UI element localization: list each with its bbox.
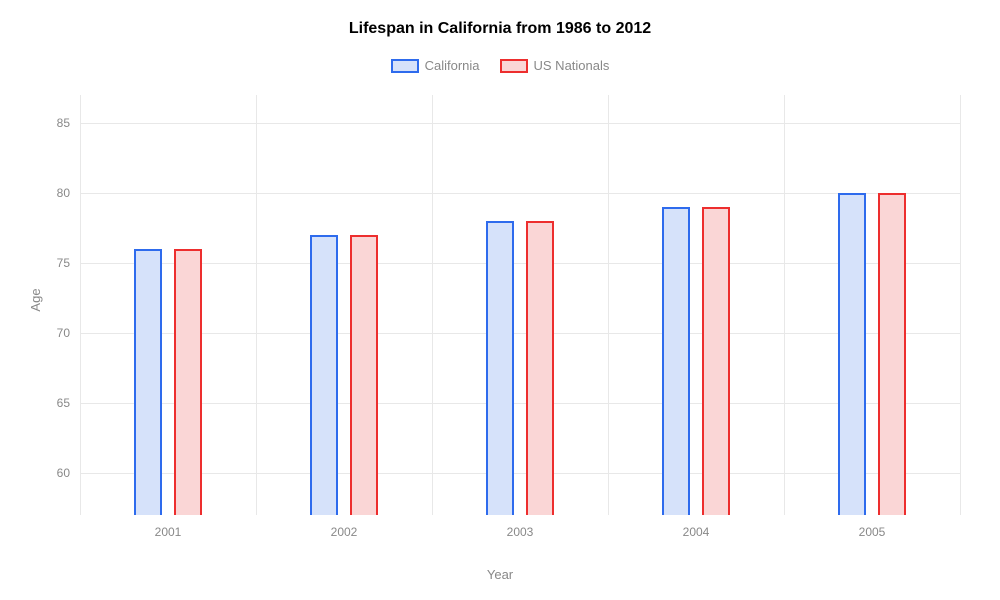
- legend-item-us-nationals: US Nationals: [500, 58, 610, 73]
- bar-california: [134, 249, 162, 515]
- x-tick-label: 2004: [683, 515, 710, 539]
- gridline-horizontal: [80, 193, 960, 194]
- gridline-vertical: [960, 95, 961, 515]
- gridline-vertical: [784, 95, 785, 515]
- bar-us-nationals: [878, 193, 906, 515]
- gridline-horizontal: [80, 263, 960, 264]
- bar-california: [486, 221, 514, 515]
- legend-swatch-us-nationals: [500, 59, 528, 73]
- x-tick-label: 2001: [155, 515, 182, 539]
- y-tick-label: 70: [40, 326, 80, 340]
- y-axis-label: Age: [28, 288, 43, 311]
- x-axis-label: Year: [487, 567, 513, 582]
- gridline-vertical: [256, 95, 257, 515]
- bar-us-nationals: [174, 249, 202, 515]
- plot-area: 60657075808520012002200320042005: [80, 95, 960, 515]
- y-tick-label: 80: [40, 186, 80, 200]
- gridline-horizontal: [80, 403, 960, 404]
- y-tick-label: 65: [40, 396, 80, 410]
- gridline-vertical: [80, 95, 81, 515]
- legend-item-california: California: [391, 58, 480, 73]
- gridline-horizontal: [80, 473, 960, 474]
- gridline-vertical: [608, 95, 609, 515]
- chart-container: Lifespan in California from 1986 to 2012…: [0, 0, 1000, 600]
- x-tick-label: 2005: [859, 515, 886, 539]
- legend: California US Nationals: [0, 58, 1000, 73]
- bar-us-nationals: [350, 235, 378, 515]
- gridline-horizontal: [80, 333, 960, 334]
- legend-label-california: California: [425, 58, 480, 73]
- bar-us-nationals: [526, 221, 554, 515]
- gridline-vertical: [432, 95, 433, 515]
- gridline-horizontal: [80, 123, 960, 124]
- bar-california: [662, 207, 690, 515]
- legend-swatch-california: [391, 59, 419, 73]
- x-tick-label: 2003: [507, 515, 534, 539]
- y-tick-label: 60: [40, 466, 80, 480]
- bar-california: [838, 193, 866, 515]
- bar-us-nationals: [702, 207, 730, 515]
- y-tick-label: 75: [40, 256, 80, 270]
- y-tick-label: 85: [40, 116, 80, 130]
- x-tick-label: 2002: [331, 515, 358, 539]
- chart-title: Lifespan in California from 1986 to 2012: [0, 0, 1000, 38]
- bar-california: [310, 235, 338, 515]
- legend-label-us-nationals: US Nationals: [534, 58, 610, 73]
